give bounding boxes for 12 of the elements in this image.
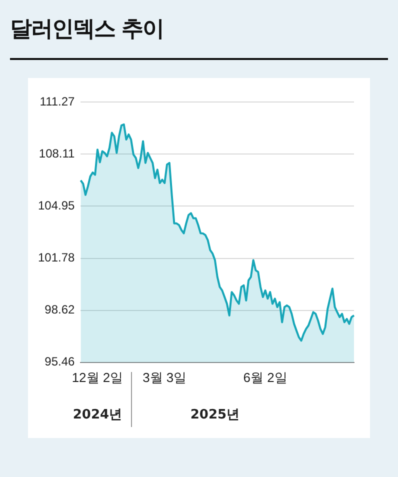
y-tick-label: 98.62 <box>44 302 76 317</box>
x-tick-label: 12월 2일 <box>72 370 124 385</box>
chart-title: 달러인덱스 추이 <box>10 16 164 44</box>
y-tick-label: 108.11 <box>38 146 76 160</box>
text: 2025년 <box>190 407 240 422</box>
x-tick-label: 3월 3일 <box>142 370 187 385</box>
text: 2024년 <box>72 407 122 422</box>
y-tick-label: 101.78 <box>38 250 76 265</box>
x-tick-label: 6월 2일 <box>243 370 288 385</box>
y-tick-label: 95.46 <box>44 354 76 369</box>
y-tick-label: 111.27 <box>40 94 76 108</box>
y-tick-label: 104.95 <box>38 198 76 212</box>
